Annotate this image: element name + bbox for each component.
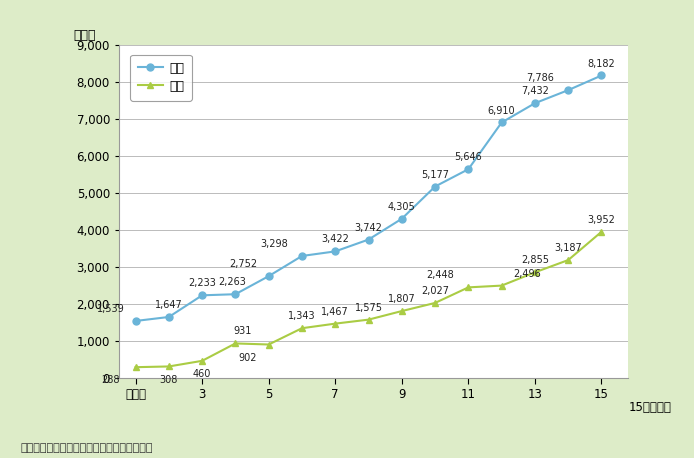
修士 (598, 73, 606, 78)
Text: 8,182: 8,182 (588, 59, 616, 69)
博士 (364, 317, 373, 322)
Text: 2,496: 2,496 (513, 269, 541, 278)
Text: 460: 460 (193, 369, 211, 379)
Text: 1,467: 1,467 (321, 307, 349, 316)
修士 (198, 293, 206, 298)
Text: 2,855: 2,855 (521, 256, 549, 265)
修士 (298, 253, 306, 259)
修士 (164, 314, 173, 320)
Text: 2,263: 2,263 (219, 277, 246, 287)
Text: 7,432: 7,432 (521, 86, 549, 96)
博士 (398, 308, 406, 314)
Text: 3,742: 3,742 (355, 223, 382, 233)
Text: 1,575: 1,575 (355, 303, 382, 313)
Text: 5,177: 5,177 (421, 169, 449, 180)
Legend: 修士, 博士: 修士, 博士 (130, 55, 192, 101)
Text: 308: 308 (160, 375, 178, 385)
修士 (264, 273, 273, 279)
博士 (264, 342, 273, 347)
修士 (464, 166, 473, 172)
Text: 6,910: 6,910 (488, 105, 516, 115)
修士 (364, 237, 373, 242)
修士 (531, 100, 539, 106)
Text: 2,027: 2,027 (421, 286, 449, 296)
Text: 3,187: 3,187 (555, 243, 582, 253)
博士 (564, 257, 573, 263)
博士 (164, 364, 173, 369)
修士 (498, 120, 506, 125)
Text: 3,298: 3,298 (260, 239, 288, 249)
博士 (331, 321, 339, 327)
Text: 2,752: 2,752 (230, 259, 257, 269)
Text: 資料：文部科学省（各年度Ｕ５月１日現在）: 資料：文部科学省（各年度Ｕ５月１日現在） (21, 443, 153, 453)
修士 (331, 249, 339, 254)
修士 (131, 318, 139, 324)
Text: 1,807: 1,807 (388, 294, 416, 304)
Text: 7,786: 7,786 (527, 73, 555, 83)
博士 (431, 300, 439, 305)
Text: 931: 931 (233, 327, 251, 337)
博士 (531, 270, 539, 275)
修士 (564, 87, 573, 93)
博士 (298, 326, 306, 331)
Text: 15（年度）: 15（年度） (629, 401, 672, 414)
修士 (431, 184, 439, 189)
博士 (598, 229, 606, 234)
Text: 902: 902 (239, 353, 257, 363)
Text: （人）: （人） (73, 29, 96, 42)
博士 (498, 283, 506, 289)
Text: 3,952: 3,952 (588, 215, 616, 225)
修士 (231, 291, 239, 297)
修士 (398, 216, 406, 222)
Text: 1,343: 1,343 (288, 311, 316, 321)
Text: 1,539: 1,539 (96, 304, 124, 314)
Text: 5,646: 5,646 (455, 152, 482, 162)
Text: 1,647: 1,647 (155, 300, 183, 310)
博士 (464, 284, 473, 290)
Line: 修士: 修士 (132, 72, 605, 324)
博士 (131, 365, 139, 370)
博士 (231, 341, 239, 346)
Text: 2,448: 2,448 (427, 270, 455, 280)
博士 (198, 358, 206, 364)
Line: 博士: 博士 (132, 229, 605, 371)
Text: 2,233: 2,233 (188, 278, 216, 289)
Text: 4,305: 4,305 (388, 202, 416, 212)
Text: 3,422: 3,422 (321, 234, 349, 245)
Text: 288: 288 (101, 375, 120, 385)
